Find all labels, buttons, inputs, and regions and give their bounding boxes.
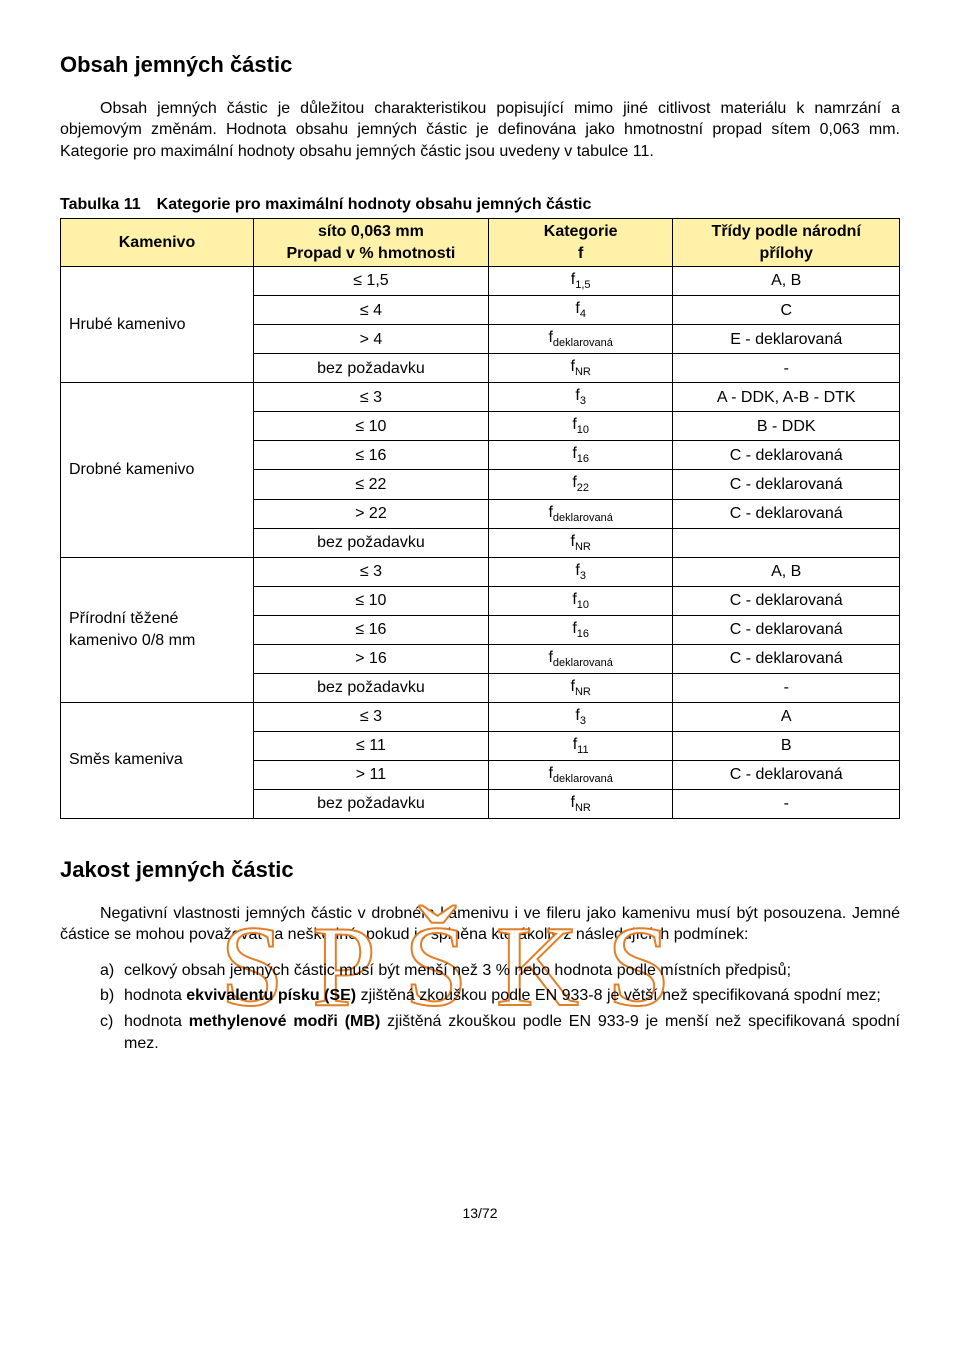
cell-kategorie: f11 xyxy=(488,731,673,760)
rowgroup-label: Drobné kamenivo xyxy=(61,383,254,557)
cell-trida: A, B xyxy=(673,557,900,586)
cell-sito: ≤ 16 xyxy=(253,615,488,644)
cell-kategorie: f3 xyxy=(488,702,673,731)
cell-kategorie: f16 xyxy=(488,615,673,644)
rowgroup-label: Směs kameniva xyxy=(61,702,254,818)
cell-kategorie: f3 xyxy=(488,383,673,412)
cell-trida: B xyxy=(673,731,900,760)
cell-kategorie: f1,5 xyxy=(488,267,673,296)
th-kategorie: Kategorie f xyxy=(488,219,673,267)
table-row: Hrubé kamenivo≤ 1,5f1,5A, B xyxy=(61,267,900,296)
th-line2: přílohy xyxy=(760,245,813,262)
cell-kategorie: fNR xyxy=(488,673,673,702)
cell-kategorie: fdeklarovaná xyxy=(488,499,673,528)
th-line1: Třídy podle národní xyxy=(712,223,861,240)
th-text: Kamenivo xyxy=(119,234,195,251)
cell-trida: C - deklarovaná xyxy=(673,760,900,789)
paragraph-quality: Negativní vlastnosti jemných částic v dr… xyxy=(60,903,900,946)
cell-sito: > 11 xyxy=(253,760,488,789)
table-row: Drobné kamenivo≤ 3f3A - DDK, A-B - DTK xyxy=(61,383,900,412)
cell-trida: C - deklarovaná xyxy=(673,615,900,644)
cell-kategorie: fdeklarovaná xyxy=(488,644,673,673)
page-footer: 13/72 xyxy=(60,1204,900,1223)
cell-trida: C - deklarovaná xyxy=(673,441,900,470)
cell-sito: ≤ 3 xyxy=(253,383,488,412)
cell-kategorie: f4 xyxy=(488,296,673,325)
cell-trida xyxy=(673,528,900,557)
cell-trida: C - deklarovaná xyxy=(673,499,900,528)
cell-sito: ≤ 4 xyxy=(253,296,488,325)
paragraph-intro: Obsah jemných částic je důležitou charak… xyxy=(60,98,900,163)
cell-sito: bez požadavku xyxy=(253,354,488,383)
cell-sito: ≤ 11 xyxy=(253,731,488,760)
cell-kategorie: f3 xyxy=(488,557,673,586)
cell-kategorie: f10 xyxy=(488,412,673,441)
cell-trida: C - deklarovaná xyxy=(673,644,900,673)
cell-kategorie: fNR xyxy=(488,354,673,383)
th-sito: síto 0,063 mm Propad v % hmotnosti xyxy=(253,219,488,267)
cell-trida: C - deklarovaná xyxy=(673,470,900,499)
cell-trida: - xyxy=(673,673,900,702)
cell-sito: > 4 xyxy=(253,325,488,354)
cell-sito: bez požadavku xyxy=(253,528,488,557)
th-line2: f xyxy=(578,245,583,262)
cell-trida: A xyxy=(673,702,900,731)
cell-trida: - xyxy=(673,789,900,818)
cell-trida: A, B xyxy=(673,267,900,296)
table-fines-categories: Kamenivo síto 0,063 mm Propad v % hmotno… xyxy=(60,218,900,819)
cell-trida: E - deklarovaná xyxy=(673,325,900,354)
cell-sito: ≤ 10 xyxy=(253,586,488,615)
condition-item: celkový obsah jemných částic musí být me… xyxy=(100,960,900,982)
cell-sito: bez požadavku xyxy=(253,789,488,818)
cell-sito: > 22 xyxy=(253,499,488,528)
cell-kategorie: f16 xyxy=(488,441,673,470)
cell-sito: ≤ 16 xyxy=(253,441,488,470)
table-row: Směs kameniva≤ 3f3A xyxy=(61,702,900,731)
rowgroup-label: Hrubé kamenivo xyxy=(61,267,254,383)
table-row: Přírodní těžené kamenivo 0/8 mm≤ 3f3A, B xyxy=(61,557,900,586)
cell-sito: bez požadavku xyxy=(253,673,488,702)
conditions-list: celkový obsah jemných částic musí být me… xyxy=(60,960,900,1054)
cell-kategorie: fdeklarovaná xyxy=(488,760,673,789)
condition-item: hodnota methylenové modři (MB) zjištěná … xyxy=(100,1011,900,1054)
cell-kategorie: f22 xyxy=(488,470,673,499)
cell-kategorie: f10 xyxy=(488,586,673,615)
cell-trida: C - deklarovaná xyxy=(673,586,900,615)
cell-trida: B - DDK xyxy=(673,412,900,441)
cell-sito: ≤ 10 xyxy=(253,412,488,441)
cell-trida: - xyxy=(673,354,900,383)
th-line2: Propad v % hmotnosti xyxy=(286,245,455,262)
cell-sito: ≤ 1,5 xyxy=(253,267,488,296)
heading-quality: Jakost jemných částic xyxy=(60,855,900,885)
th-line1: Kategorie xyxy=(544,223,618,240)
cell-sito: ≤ 3 xyxy=(253,702,488,731)
condition-item: hodnota ekvivalentu písku (SE) zjištěná … xyxy=(100,985,900,1007)
th-kamenivo: Kamenivo xyxy=(61,219,254,267)
cell-kategorie: fNR xyxy=(488,528,673,557)
table-caption: Tabulka 11 Kategorie pro maximální hodno… xyxy=(60,194,900,216)
th-line1: síto 0,063 mm xyxy=(318,223,424,240)
rowgroup-label: Přírodní těžené kamenivo 0/8 mm xyxy=(61,557,254,702)
cell-sito: ≤ 3 xyxy=(253,557,488,586)
cell-sito: > 16 xyxy=(253,644,488,673)
cell-trida: C xyxy=(673,296,900,325)
cell-sito: ≤ 22 xyxy=(253,470,488,499)
cell-kategorie: fdeklarovaná xyxy=(488,325,673,354)
cell-trida: A - DDK, A-B - DTK xyxy=(673,383,900,412)
cell-kategorie: fNR xyxy=(488,789,673,818)
th-tridy: Třídy podle národní přílohy xyxy=(673,219,900,267)
heading-content: Obsah jemných částic xyxy=(60,50,900,80)
